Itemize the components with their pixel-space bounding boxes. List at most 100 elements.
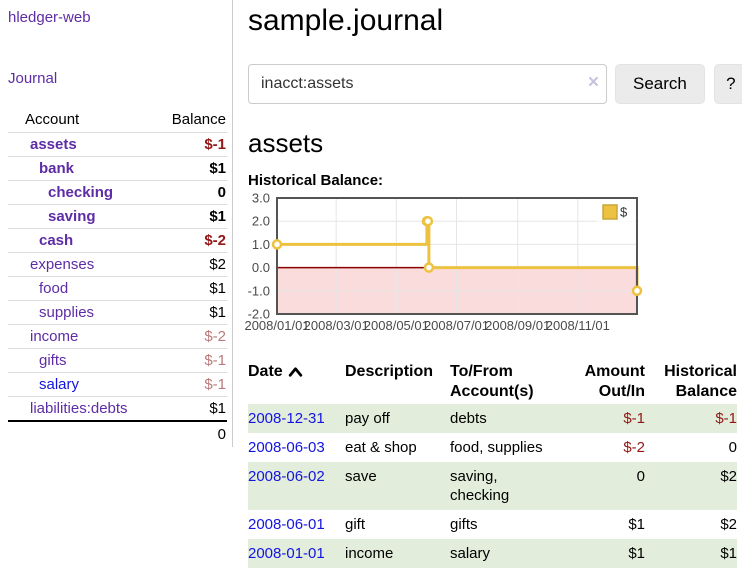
- register-cell-description: save: [345, 468, 377, 486]
- account-link[interactable]: supplies: [39, 304, 95, 321]
- register-cell-date: 2008-12-31: [248, 404, 345, 433]
- account-balance: $-2: [157, 228, 227, 253]
- account-balance: $-1: [157, 132, 227, 157]
- account-link[interactable]: cash: [39, 232, 74, 249]
- account-link[interactable]: bank: [39, 160, 75, 177]
- register-cell-amount: $1: [628, 516, 645, 534]
- transaction-date-link[interactable]: 2008-12-31: [248, 410, 325, 428]
- svg-text:0.0: 0.0: [252, 260, 270, 275]
- account-balance: $1: [157, 156, 227, 181]
- account-row: supplies $1: [8, 300, 227, 325]
- account-balance: $1: [157, 276, 227, 301]
- register-cell-amount: $-1: [623, 410, 645, 428]
- register-header-amount: Amount Out/In: [584, 363, 645, 401]
- account-balance: $1: [157, 204, 227, 229]
- account-row: bank $1: [8, 156, 227, 181]
- register-row: 2008-12-31 pay off debts $-1 $-1: [248, 404, 737, 434]
- register-header-balance: Historical Balance: [664, 363, 737, 401]
- register-cell-date: 2008-06-02: [248, 462, 345, 510]
- register-header-date[interactable]: Date: [248, 360, 345, 404]
- account-balance: $-2: [157, 324, 227, 349]
- account-total-row: 0: [8, 420, 227, 446]
- svg-text:-1.0: -1.0: [248, 284, 270, 299]
- register-table: Date Description To/From Account(s) Amou…: [248, 360, 737, 569]
- chart-point: [271, 239, 283, 251]
- help-button[interactable]: ?: [713, 63, 742, 104]
- svg-text:$: $: [620, 205, 628, 220]
- svg-text:2.0: 2.0: [252, 214, 270, 229]
- account-link[interactable]: food: [39, 280, 69, 297]
- account-link[interactable]: gifts: [39, 352, 67, 369]
- account-link[interactable]: salary: [39, 376, 80, 393]
- register-cell-description: pay off: [345, 410, 390, 428]
- sort-ascending-icon: [288, 363, 303, 383]
- account-row: food $1: [8, 276, 227, 301]
- register-cell-accounts: salary: [450, 545, 491, 563]
- account-link[interactable]: checking: [48, 184, 114, 201]
- svg-text:2008/01/01: 2008/01/01: [244, 318, 309, 333]
- account-balance: $2: [157, 252, 227, 277]
- account-row: assets $-1: [8, 132, 227, 157]
- register-row: 2008-06-03 eat & shop food, supplies $-2 0: [248, 433, 737, 462]
- register-row: 2008-01-01 income salary $1 $1: [248, 539, 737, 569]
- register-row: 2008-06-02 save saving, checking 0 $2: [248, 462, 737, 511]
- sidebar: hledger-web Journal Account Balance asse…: [0, 0, 233, 447]
- svg-text:-2.0: -2.0: [248, 307, 270, 322]
- account-row: income $-2: [8, 324, 227, 349]
- search-input[interactable]: [248, 63, 607, 104]
- chart-point: [631, 285, 643, 297]
- account-link[interactable]: liabilities:debts: [30, 400, 128, 417]
- app-brand-link[interactable]: hledger-web: [8, 9, 91, 26]
- register-cell-date: 2008-01-01: [248, 539, 345, 568]
- transaction-date-link[interactable]: 2008-01-01: [248, 545, 325, 563]
- search-button[interactable]: Search: [615, 63, 705, 104]
- account-link[interactable]: income: [30, 328, 79, 345]
- account-link[interactable]: expenses: [30, 256, 95, 273]
- register-cell-description: income: [345, 545, 394, 563]
- chart-label: Historical Balance:: [248, 172, 384, 190]
- register-cell-amount: $-2: [623, 439, 645, 457]
- account-balance: $-1: [157, 372, 227, 397]
- account-balance: $-1: [157, 348, 227, 373]
- transaction-date-link[interactable]: 2008-06-02: [248, 468, 325, 486]
- register-cell-date: 2008-06-03: [248, 433, 345, 462]
- svg-text:2008/09/01: 2008/09/01: [485, 318, 550, 333]
- account-tree-table: Account Balance assets $-1 bank $1 checking 0…: [8, 108, 227, 446]
- register-cell-amount: $1: [628, 545, 645, 563]
- account-balance: $1: [157, 300, 227, 325]
- chart-point: [423, 262, 435, 274]
- account-link[interactable]: saving: [48, 208, 96, 225]
- register-row: 2008-06-01 gift gifts $1 $2: [248, 510, 737, 539]
- chart-border: [276, 197, 638, 316]
- register-cell-accounts: food, supplies: [450, 439, 543, 457]
- account-row: checking 0: [8, 180, 227, 205]
- register-cell-amount: 0: [636, 468, 645, 486]
- account-row: expenses $2: [8, 252, 227, 277]
- account-column-header: Account: [8, 108, 158, 133]
- register-cell-balance: $2: [720, 516, 737, 534]
- account-row: liabilities:debts $1: [8, 396, 227, 422]
- clear-search-icon[interactable]: ×: [587, 71, 599, 93]
- chart-point: [422, 216, 434, 227]
- svg-text:2008/11/01: 2008/11/01: [546, 318, 610, 333]
- account-link[interactable]: assets: [30, 136, 77, 153]
- account-page-title: assets: [248, 127, 324, 158]
- account-balance: 0: [157, 180, 227, 205]
- register-cell-accounts: saving, checking: [450, 468, 510, 505]
- account-row: gifts $-1: [8, 348, 227, 373]
- main-content: sample.journal × Search ? assets Histori…: [233, 0, 742, 569]
- account-total-balance: 0: [157, 420, 227, 446]
- register-cell-balance: $2: [720, 468, 737, 486]
- register-header-accounts: To/From Account(s): [450, 363, 534, 401]
- register-cell-date: 2008-06-01: [248, 510, 345, 539]
- chart-legend: $: [597, 202, 635, 225]
- transaction-date-link[interactable]: 2008-06-01: [248, 516, 325, 534]
- transaction-date-link[interactable]: 2008-06-03: [248, 439, 325, 457]
- account-row: salary $-1: [8, 372, 227, 397]
- account-row: saving $1: [8, 204, 227, 229]
- register-cell-balance: $1: [720, 545, 737, 563]
- account-balance: $1: [157, 396, 227, 422]
- sidebar-item-journal[interactable]: Journal: [8, 70, 58, 87]
- register-header-description: Description: [345, 363, 434, 381]
- svg-text:3.0: 3.0: [252, 191, 270, 206]
